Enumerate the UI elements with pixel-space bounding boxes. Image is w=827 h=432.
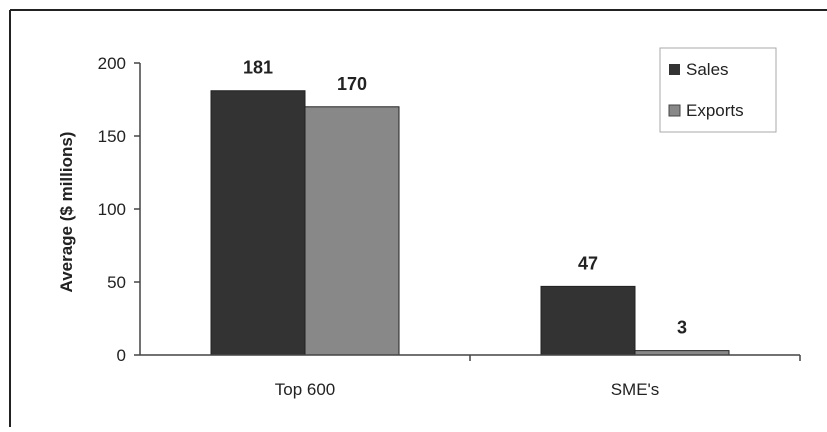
data-labels-group: 181 170 47 3 <box>243 58 687 338</box>
legend-box <box>659 47 777 133</box>
y-axis-ticks: 0 50 100 150 200 <box>98 54 140 365</box>
bar-exports-0 <box>304 106 400 356</box>
x-tick-label: Top 600 <box>275 380 336 399</box>
x-tick-label: SME's <box>611 380 660 399</box>
legend-swatch-exports <box>668 104 681 117</box>
data-label: 3 <box>677 318 687 338</box>
legend-swatch-sales <box>669 64 680 75</box>
data-label: 181 <box>243 58 273 78</box>
x-axis-ticks: Top 600 SME's <box>275 355 801 399</box>
legend-label-sales: Sales <box>686 60 729 79</box>
bar-sales-0 <box>210 90 306 356</box>
bars-group <box>210 90 730 356</box>
y-tick-label: 200 <box>98 54 126 73</box>
legend-label-exports: Exports <box>686 101 744 120</box>
data-label: 170 <box>337 74 367 94</box>
bar-sales-1 <box>540 285 636 356</box>
legend: Sales Exports <box>659 47 777 133</box>
data-label: 47 <box>578 253 598 273</box>
y-tick-label: 100 <box>98 200 126 219</box>
y-axis-label: Average ($ millions) <box>57 132 76 293</box>
y-tick-label: 0 <box>117 346 126 365</box>
y-tick-label: 50 <box>107 273 126 292</box>
y-tick-label: 150 <box>98 127 126 146</box>
